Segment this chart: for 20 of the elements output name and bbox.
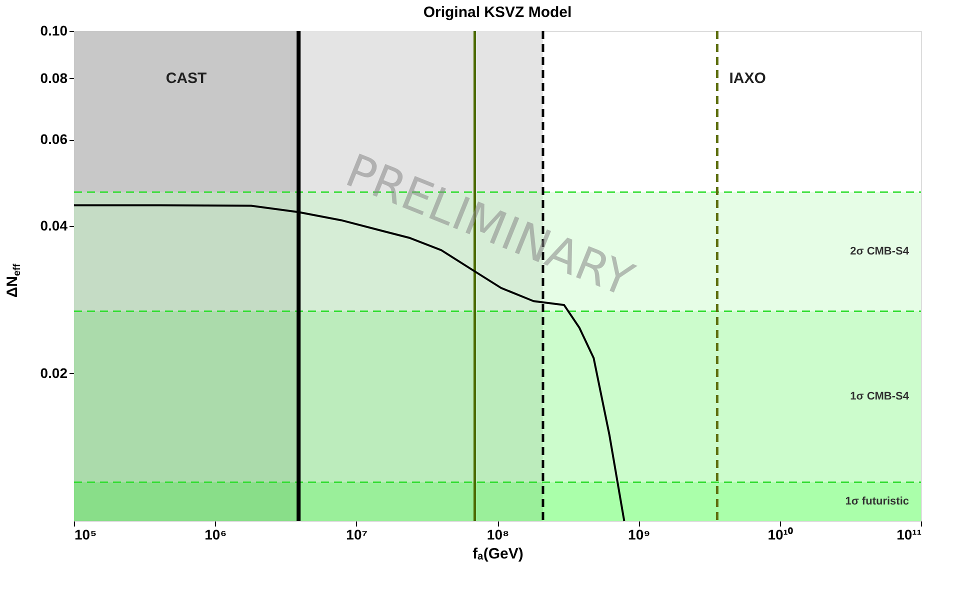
band-label: 2σ CMB-S4 xyxy=(850,246,910,258)
x-tick-label: 10⁶ xyxy=(204,526,227,542)
chart-title: Original KSVZ Model xyxy=(423,4,572,21)
y-tick-label: 0.06 xyxy=(40,131,68,148)
band-label: CAST xyxy=(166,70,207,87)
y-axis-title: ΔNeff xyxy=(4,263,23,298)
y-tick-label: 0.02 xyxy=(40,364,68,381)
band-label: 1σ CMB-S4 xyxy=(850,390,910,403)
x-tick-label: 10⁹ xyxy=(628,526,650,542)
band-label: 1σ futuristic xyxy=(845,496,909,508)
ref-line-label: IAXO xyxy=(729,70,766,87)
y-tick-label: 0.08 xyxy=(40,70,68,86)
x-tick-label: 10¹¹ xyxy=(896,526,922,542)
x-tick-label: 10⁸ xyxy=(486,526,510,542)
y-tick-label: 0.04 xyxy=(40,217,68,234)
x-tick-label: 10¹⁰ xyxy=(768,526,793,542)
x-tick-label: 10⁷ xyxy=(346,526,368,542)
x-axis-title: fₐ(GeV) xyxy=(472,546,524,562)
x-tick-label: 10⁵ xyxy=(74,526,97,542)
y-tick-label: 0.10 xyxy=(40,22,68,38)
